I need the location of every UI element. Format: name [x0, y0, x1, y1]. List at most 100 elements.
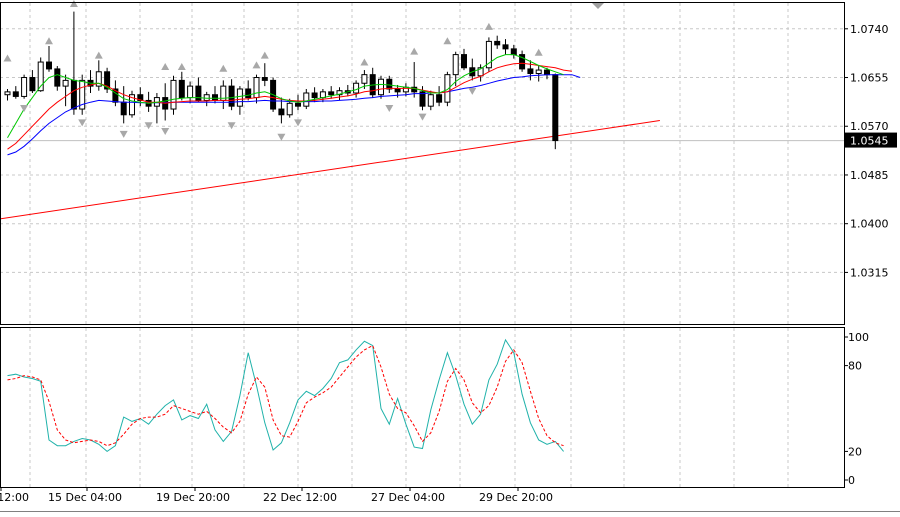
candle-body [261, 77, 268, 81]
oscillator-axis-label: 80 [848, 360, 862, 373]
fractal-up-arrow [484, 22, 493, 30]
candle-body [527, 68, 534, 75]
candle-body [4, 91, 11, 96]
price-panel-frame [0, 2, 845, 325]
candle-body [79, 79, 86, 110]
candle-body [29, 77, 36, 92]
candle-body [328, 91, 335, 96]
candle-body [37, 61, 44, 92]
candle-body [70, 79, 77, 110]
fractal-down-arrow [78, 119, 87, 127]
candle-body [319, 91, 326, 99]
time-axis-label: 29 Dec 20:00 [479, 491, 553, 504]
fractal-up-arrow [3, 54, 12, 62]
moving-average-green [7, 54, 564, 138]
candle-body [544, 69, 550, 76]
fractal-down-arrow [161, 127, 170, 135]
fractal-down-arrow [119, 130, 128, 138]
candle-body [436, 94, 443, 103]
price-axis-label: 1.0570 [850, 120, 889, 133]
trendline [0, 120, 660, 220]
candle-body [95, 71, 102, 87]
candle-body [311, 92, 318, 99]
shift-marker-icon[interactable] [592, 3, 604, 9]
oscillator-main-line [7, 338, 564, 453]
time-axis-label: 19 Dec 20:00 [156, 491, 230, 504]
fractal-down-arrow [468, 87, 477, 95]
candle-body [535, 69, 542, 75]
candle-body [228, 85, 235, 107]
candle-body [21, 77, 28, 97]
candle-body [427, 94, 434, 107]
candle-body [494, 40, 501, 46]
oscillator-signal-line [7, 344, 564, 447]
candle-body [353, 82, 360, 94]
oscillator-axis-label: 100 [848, 331, 869, 344]
candle-body [378, 78, 384, 96]
candle-body [444, 74, 451, 103]
fractal-up-arrow [252, 61, 261, 69]
current-price-badge [845, 132, 897, 148]
candle-body [253, 77, 260, 99]
fractal-down-arrow [294, 119, 302, 127]
fractal-up-arrow [161, 63, 170, 71]
candle-body [236, 88, 243, 107]
fractal-down-arrow [277, 133, 286, 141]
candle-body [419, 91, 426, 107]
oscillator-axis-label: 0 [848, 474, 855, 487]
price-axis-label: 1.0740 [850, 23, 889, 36]
fractal-down-arrow [418, 113, 427, 121]
candle-body [361, 74, 368, 84]
candle-body [477, 67, 484, 77]
candle-body [12, 91, 19, 97]
time-axis-label: 27 Dec 04:00 [371, 491, 445, 504]
candle-body [212, 94, 218, 101]
candle-body [386, 78, 393, 90]
candle-body [46, 61, 52, 70]
candle-body [129, 94, 135, 116]
fractal-up-arrow [360, 58, 369, 66]
time-axis-label: 22 Dec 12:00 [263, 491, 337, 504]
candle-body [552, 74, 559, 142]
candle-body [178, 79, 185, 99]
candle-body [62, 79, 69, 87]
price-axis-label: 1.0655 [850, 72, 889, 85]
candle-body [452, 54, 459, 76]
price-axis-label: 1.0315 [850, 266, 889, 279]
fractal-down-arrow [227, 122, 236, 130]
candle-body [519, 54, 526, 70]
candle-body [394, 88, 401, 93]
candle-body [336, 90, 343, 96]
time-axis-label: 15 Dec 04:00 [48, 491, 122, 504]
time-axis-label: 5 Dec 12:00 [0, 491, 29, 504]
candle-body [303, 92, 310, 107]
fractal-down-arrow [20, 105, 29, 113]
candle-body [461, 54, 467, 69]
current-price-label: 1.0545 [850, 135, 889, 148]
fractal-up-arrow [443, 37, 452, 45]
candle-body [502, 44, 509, 50]
candle-body [278, 108, 285, 116]
fractal-up-arrow [219, 64, 228, 72]
price-axis-label: 1.0485 [850, 169, 889, 182]
fractal-up-arrow [69, 0, 78, 7]
oscillator-axis-label: 20 [848, 445, 862, 458]
candle-body [120, 101, 127, 116]
candle-body [137, 94, 144, 101]
fractal-down-arrow [385, 105, 394, 113]
candle-body [54, 68, 61, 87]
fractal-up-arrow [94, 51, 103, 59]
fractal-up-arrow [45, 37, 53, 45]
candle-body [286, 102, 293, 116]
fractal-up-arrow [260, 51, 269, 59]
candle-body [195, 85, 202, 101]
fractal-down-arrow [144, 122, 153, 130]
candle-body [245, 88, 252, 99]
candle-body [295, 102, 301, 107]
candle-body [112, 88, 119, 103]
candle-body [170, 79, 177, 110]
candle-body [510, 48, 517, 56]
price-axis-label: 1.0400 [850, 218, 889, 231]
